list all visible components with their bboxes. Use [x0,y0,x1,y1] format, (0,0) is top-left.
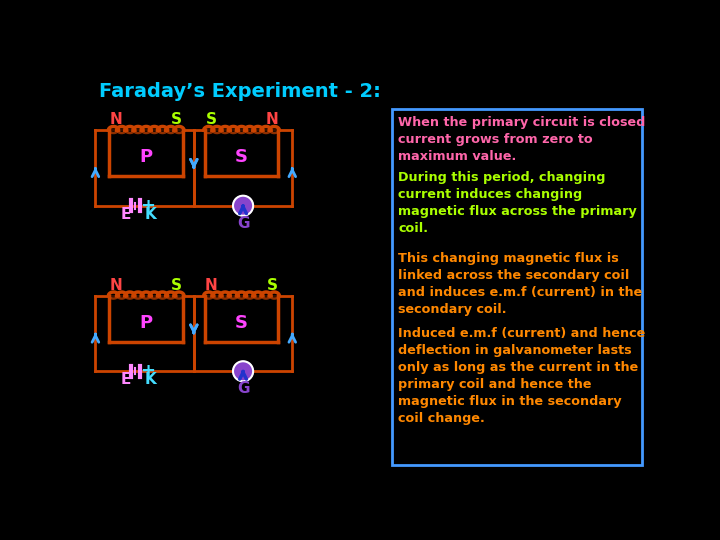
Text: G: G [237,381,249,396]
Text: +: + [140,362,156,380]
Circle shape [233,361,253,381]
Text: S: S [235,148,248,166]
Text: S: S [266,278,278,293]
Text: S: S [171,278,182,293]
Text: N: N [109,278,122,293]
Text: N: N [204,278,217,293]
Text: S: S [205,112,217,127]
Text: G: G [237,216,249,231]
Text: N: N [266,112,279,127]
Text: E: E [121,373,131,387]
Text: Faraday’s Experiment - 2:: Faraday’s Experiment - 2: [99,82,381,101]
Text: S: S [171,112,182,127]
Text: N: N [109,112,122,127]
Text: This changing magnetic flux is
linked across the secondary coil
and induces e.m.: This changing magnetic flux is linked ac… [398,252,643,316]
Text: +: + [140,197,156,215]
Text: P: P [140,314,153,332]
FancyBboxPatch shape [392,110,642,465]
Text: When the primary circuit is closed
current grows from zero to
maximum value.: When the primary circuit is closed curre… [398,116,646,163]
Circle shape [233,195,253,215]
Text: K: K [145,373,157,387]
Text: During this period, changing
current induces changing
magnetic flux across the p: During this period, changing current ind… [398,171,637,235]
Text: Induced e.m.f (current) and hence
deflection in galvanometer lasts
only as long : Induced e.m.f (current) and hence deflec… [398,327,646,424]
Text: P: P [140,148,153,166]
Text: E: E [121,207,131,222]
Text: K: K [145,207,157,222]
Text: S: S [235,314,248,332]
